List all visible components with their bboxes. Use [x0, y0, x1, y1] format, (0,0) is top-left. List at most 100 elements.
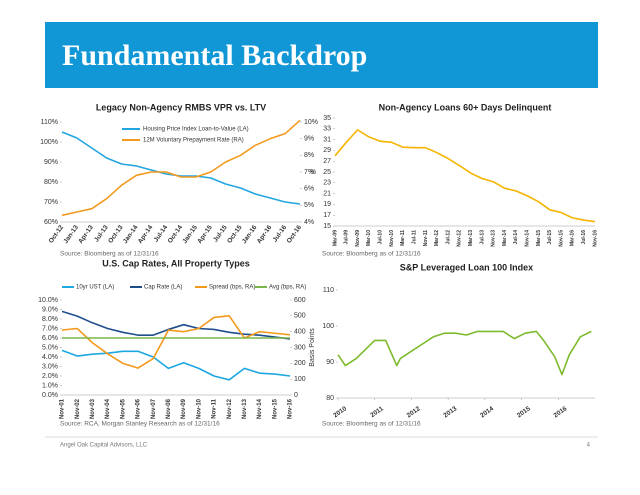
series-line: [334, 129, 596, 223]
chart-title: Legacy Non-Agency RMBS VPR vs. LTV: [96, 102, 266, 112]
y2-tick-label: 10%: [304, 119, 318, 126]
x-tick-label: Nov-02: [75, 398, 81, 419]
x-tick-label: Mar-15: [536, 230, 542, 246]
legend-label: 10yr UST (LA): [76, 285, 114, 291]
y-tick-label: 15: [323, 223, 331, 230]
y-tick-label: 9.0%: [42, 306, 58, 313]
y-tick-label: 6.0%: [42, 335, 58, 342]
x-tick-label: Jul-12: [445, 230, 451, 245]
x-tick-label: Jul-13: [479, 230, 485, 245]
source-note: Source: Bloomberg as of 12/31/16: [322, 421, 421, 428]
y-tick-label: 0.0%: [42, 392, 58, 399]
x-tick-label: Mar-11: [400, 230, 406, 246]
series-line: [337, 330, 592, 376]
x-tick-label: Mar-09: [332, 230, 338, 246]
x-tick-label: Nov-15: [558, 230, 564, 247]
y-tick-label: 90: [326, 359, 334, 366]
x-tick-label: Nov-10: [389, 230, 395, 247]
y2-axis-label: Basis Points: [309, 328, 316, 367]
x-tick-label: Nov-04: [105, 398, 111, 419]
y-tick-label: 25: [323, 169, 331, 176]
x-tick-label: Nov-08: [166, 398, 172, 419]
y2-tick-label: 8%: [304, 152, 314, 159]
y-tick-label: 7.0%: [42, 325, 58, 332]
y2-tick-label: 6%: [304, 186, 314, 193]
y2-tick-label: 400: [294, 329, 306, 336]
source-note: Source: Bloomberg as of 12/31/16: [60, 251, 159, 258]
y-tick-label: 100%: [40, 139, 58, 146]
y-tick-label: 80: [326, 395, 334, 402]
x-tick-label: Nov-06: [136, 398, 142, 419]
chart-title: U.S. Cap Rates, All Property Types: [102, 258, 250, 268]
y2-tick-label: 4%: [304, 219, 314, 226]
y-tick-label: 1.0%: [42, 382, 58, 389]
x-tick-label: Mar-12: [434, 230, 440, 246]
x-tick-label: Nov-14: [525, 230, 531, 247]
y-tick-label: 21: [323, 190, 331, 197]
x-tick-label: Nov-16: [288, 398, 294, 419]
y2-tick-label: 200: [294, 360, 306, 367]
y2-tick-label: 100: [294, 376, 306, 383]
legend-label: Housing Price Index Loan-to-Value (LA): [143, 127, 249, 133]
source-note: Source: RCA, Morgan Stanley Research as …: [60, 421, 220, 428]
legend-label: Cap Rate (LA): [144, 285, 182, 291]
y-tick-label: 100: [322, 323, 334, 330]
x-tick-label: Nov-14: [257, 398, 263, 419]
y-tick-label: 4.0%: [42, 354, 58, 361]
slide-title: Fundamental Backdrop: [62, 39, 367, 72]
y-tick-label: 5.0%: [42, 344, 58, 351]
y-tick-label: 2.0%: [42, 373, 58, 380]
x-tick-label: Nov-10: [196, 398, 202, 419]
y-tick-label: 8.0%: [42, 316, 58, 323]
legend-label: 12M Voluntary Prepayment Rate (RA): [143, 138, 244, 144]
x-tick-label: Nov-12: [227, 398, 233, 419]
x-tick-label: Jul-10: [378, 230, 384, 245]
y-tick-label: 70%: [44, 199, 58, 206]
y-tick-label: 3.0%: [42, 363, 58, 370]
y-tick-label: 60%: [44, 219, 58, 226]
y2-tick-label: 0: [294, 392, 298, 399]
series-line: [61, 119, 301, 217]
x-tick-label: Nov-16: [592, 230, 598, 247]
x-tick-label: Nov-11: [212, 398, 218, 418]
x-tick-label: Nov-15: [272, 398, 278, 419]
x-tick-label: Nov-07: [151, 398, 157, 419]
y-tick-label: 90%: [44, 159, 58, 166]
x-tick-label: Nov-09: [181, 398, 187, 419]
y-tick-label: 29: [323, 147, 331, 154]
legend-label: Spread (bps, RA): [209, 285, 255, 291]
x-tick-label: Jul-11: [411, 230, 417, 244]
x-tick-label: Mar-10: [366, 230, 372, 246]
series-line: [61, 349, 291, 381]
x-tick-label: Nov-09: [355, 230, 361, 247]
y2-tick-label: 7%: [304, 169, 314, 176]
y-tick-label: 31: [323, 136, 331, 143]
footer-company: Angel Oak Capital Advisors, LLC: [60, 443, 148, 449]
x-tick-label: Nov-11: [423, 230, 429, 247]
series-line: [61, 315, 291, 369]
chart-title: S&P Leveraged Loan 100 Index: [400, 262, 533, 272]
y-tick-label: 17: [323, 212, 331, 219]
x-tick-label: Jul-16: [581, 230, 587, 245]
x-tick-label: Mar-14: [502, 230, 508, 246]
y2-tick-label: 500: [294, 313, 306, 320]
chart-title: Non-Agency Loans 60+ Days Delinquent: [379, 102, 552, 112]
x-tick-label: Jul-14: [513, 230, 519, 245]
y-tick-label: 27: [323, 158, 331, 165]
y-tick-label: 19: [323, 201, 331, 208]
y-tick-label: 110: [323, 287, 334, 294]
y-tick-label: 23: [323, 180, 331, 187]
x-tick-label: Mar-13: [468, 230, 474, 246]
y2-tick-label: 600: [294, 297, 306, 304]
y2-tick-label: 300: [294, 344, 306, 351]
x-tick-label: Nov-13: [242, 398, 248, 419]
y-tick-label: 110%: [41, 119, 58, 126]
x-tick-label: Jul-15: [547, 230, 553, 245]
series-line: [61, 131, 301, 205]
page-number: 4: [587, 443, 591, 449]
y-tick-label: 33: [323, 126, 331, 133]
y2-tick-label: 9%: [304, 136, 314, 143]
source-note: Source: Bloomberg as of 12/31/16: [322, 251, 421, 258]
y-axis-label: %: [310, 169, 316, 176]
